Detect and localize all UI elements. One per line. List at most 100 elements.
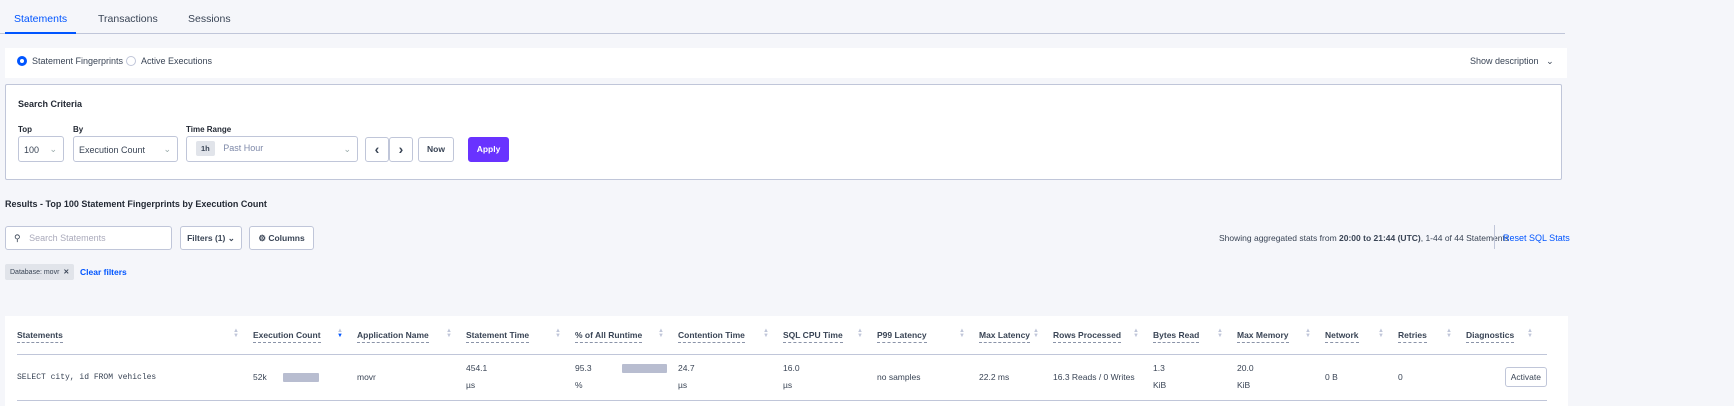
p99-latency-cell: no samples [877, 354, 979, 401]
clear-filters-link[interactable]: Clear filters [80, 267, 127, 277]
sort-icon[interactable]: ▲ ▼ [446, 328, 452, 339]
sort-icon[interactable]: ▲ ▼ [658, 328, 664, 339]
time-range-select[interactable]: 1h Past Hour ⌄ [186, 136, 358, 162]
column-header-contention-time[interactable]: Contention Time ▲ ▼ [678, 316, 783, 355]
column-header-label: Max Memory [1237, 329, 1289, 343]
column-header-sql-cpu-time[interactable]: SQL CPU Time ▲ ▼ [783, 316, 877, 355]
top-select[interactable]: 100 ⌄ [18, 136, 64, 162]
filter-tag: Database: movr ✕ [5, 264, 75, 280]
column-header-max-latency[interactable]: Max Latency ▲ ▼ [979, 316, 1053, 355]
chevron-down-icon: ⌄ [163, 144, 171, 154]
radio-label[interactable]: Active Executions [141, 56, 213, 66]
sort-icon[interactable]: ▲ ▼ [857, 328, 863, 339]
column-header-execution-count[interactable]: Execution Count ▲ ▼ [253, 316, 357, 355]
unit: µs [466, 380, 476, 390]
column-header-p99-latency[interactable]: P99 Latency ▲ ▼ [877, 316, 979, 355]
divider [1494, 225, 1495, 249]
tab-statements[interactable]: Statements [14, 13, 68, 25]
show-description-toggle[interactable]: Show description ⌄ [1470, 56, 1554, 67]
radio-statement-fingerprints[interactable] [17, 56, 27, 66]
column-header-retries[interactable]: Retries ▲ ▼ [1398, 316, 1466, 355]
reset-sql-stats-link[interactable]: Reset SQL Stats [1503, 233, 1570, 243]
network-cell: 0 B [1325, 354, 1398, 401]
sort-icon[interactable]: ▲ ▼ [1378, 328, 1384, 339]
column-header-statement-time[interactable]: Statement Time ▲ ▼ [466, 316, 575, 355]
search-icon: ⚲ [14, 233, 21, 243]
sort-icon[interactable]: ▲ ▼ [1446, 328, 1452, 339]
unit: % [575, 380, 583, 390]
apply-button[interactable]: Apply [468, 137, 509, 162]
column-header-label: Retries [1398, 329, 1427, 343]
sort-icon[interactable]: ▲ ▼ [1133, 328, 1139, 339]
sort-icon[interactable]: ▲ ▼ [337, 328, 343, 339]
column-header-bytes-read[interactable]: Bytes Read ▲ ▼ [1153, 316, 1237, 355]
column-header-label: SQL CPU Time [783, 329, 843, 343]
table-row[interactable]: SELECT city, id FROM vehicles 52k movr 4… [17, 354, 1547, 401]
execution-count-cell: 52k [253, 354, 357, 401]
column-header-network[interactable]: Network ▲ ▼ [1325, 316, 1398, 355]
sort-icon[interactable]: ▲ ▼ [959, 328, 965, 339]
summary-suffix: , 1-44 of 44 Statements [1420, 233, 1510, 243]
now-button[interactable]: Now [418, 137, 454, 162]
radio-active-executions[interactable] [126, 56, 136, 66]
sort-icon[interactable]: ▲ ▼ [1217, 328, 1223, 339]
sort-icon[interactable]: ▲ ▼ [763, 328, 769, 339]
column-header-of-all-runtime[interactable]: % of All Runtime ▲ ▼ [575, 316, 678, 355]
column-header-application-name[interactable]: Application Name ▲ ▼ [357, 316, 466, 355]
column-header-diagnostics[interactable]: Diagnostics ▲ ▼ [1466, 316, 1547, 355]
column-header-statements[interactable]: Statements ▲ ▼ [17, 316, 253, 355]
max-latency-cell: 22.2 ms [979, 354, 1053, 401]
time-range-value: Past Hour [223, 143, 264, 153]
by-label: By [73, 125, 84, 134]
time-badge: 1h [196, 141, 215, 156]
sort-icon[interactable]: ▲ ▼ [555, 328, 561, 339]
column-header-label: Contention Time [678, 329, 745, 343]
chevron-down-icon: ⌄ [1546, 56, 1554, 66]
pct-runtime-cell: 95.3% [575, 354, 678, 401]
bytes-read-cell: 1.3 KiB [1153, 354, 1237, 401]
chevron-down-icon: ⌄ [49, 144, 57, 154]
tab-sessions[interactable]: Sessions [188, 13, 231, 25]
previous-time-button[interactable]: ‹ [365, 137, 389, 162]
filters-button[interactable]: Filters (1) ⌄ [180, 226, 242, 250]
unit: µs [783, 380, 793, 390]
by-value: Execution Count [79, 145, 146, 155]
sort-icon[interactable]: ▲ ▼ [1527, 328, 1533, 339]
tab-bar: Statements Transactions Sessions [0, 0, 1565, 34]
bytes-value: 1.3 [1153, 363, 1165, 373]
mem-value: 20.0 [1237, 363, 1254, 373]
columns-button[interactable]: ⚙ Columns [249, 226, 314, 250]
search-placeholder: Search Statements [29, 233, 106, 243]
pct-value: 95.3 [575, 363, 592, 373]
column-header-label: Statements [17, 329, 63, 343]
sort-icon[interactable]: ▲ ▼ [233, 328, 239, 339]
statements-table-panel: Statements ▲ ▼ Execution Count ▲ ▼ Application… [5, 316, 1568, 406]
radio-label[interactable]: Statement Fingerprints [32, 56, 124, 66]
max-memory-cell: 20.0 KiB [1237, 354, 1325, 401]
close-icon[interactable]: ✕ [63, 269, 70, 276]
by-select[interactable]: Execution Count ⌄ [73, 136, 178, 162]
column-header-rows-processed[interactable]: Rows Processed ▲ ▼ [1053, 316, 1153, 355]
column-header-label: Diagnostics [1466, 329, 1515, 343]
search-statements-input[interactable]: ⚲ Search Statements [5, 226, 172, 250]
column-header-max-memory[interactable]: Max Memory ▲ ▼ [1237, 316, 1325, 355]
activate-diagnostics-button[interactable]: Activate [1504, 367, 1547, 387]
stats-summary: Showing aggregated stats from 20:00 to 2… [1219, 233, 1509, 243]
show-description-label: Show description [1470, 56, 1539, 66]
column-header-label: Rows Processed [1053, 329, 1122, 343]
contention-value: 24.7 [678, 363, 695, 373]
column-header-label: Application Name [357, 329, 429, 343]
cpu-value: 16.0 [783, 363, 800, 373]
next-time-button[interactable]: › [389, 137, 413, 162]
tab-transactions[interactable]: Transactions [98, 13, 158, 25]
sort-icon[interactable]: ▲ ▼ [1305, 328, 1311, 339]
filter-tag-label: Database: movr [10, 269, 60, 276]
contention-time-cell: 24.7 µs [678, 354, 783, 401]
view-mode-bar: Statement Fingerprints Active Executions… [5, 48, 1567, 78]
gear-icon: ⚙ [258, 233, 266, 243]
statement-time-cell: 454.1 µs [466, 354, 575, 401]
sort-icon[interactable]: ▲ ▼ [1033, 328, 1039, 339]
column-header-label: Bytes Read [1153, 329, 1200, 343]
statement-cell[interactable]: SELECT city, id FROM vehicles [17, 354, 253, 401]
summary-range: 20:00 to 21:44 (UTC) [1339, 233, 1421, 243]
